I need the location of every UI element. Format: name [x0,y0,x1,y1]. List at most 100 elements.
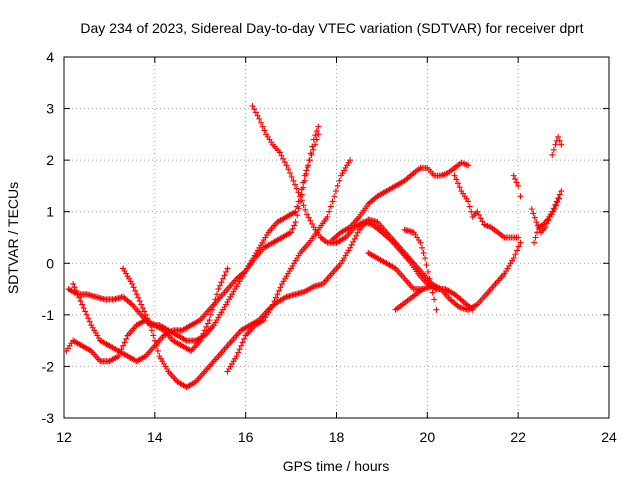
data-point [256,115,263,122]
data-point [530,210,537,217]
data-point [129,280,136,287]
data-point [336,177,343,184]
data-point [151,337,158,344]
data-point [300,202,307,209]
data-point [420,249,427,256]
chart-title: Day 234 of 2023, Sidereal Day-to-day VTE… [80,20,583,36]
data-point [554,199,561,206]
data-point [542,224,549,231]
data-point [203,323,210,330]
data-point [295,205,302,212]
data-point [133,291,140,298]
data-point [218,279,225,286]
data-point [303,211,310,218]
data-point [215,286,222,293]
series-track-15 [549,133,565,158]
data-point [556,191,563,198]
data-point [130,284,137,291]
x-tick-label: 14 [147,429,163,445]
data-point [517,193,524,200]
data-point [251,106,258,113]
data-point [313,127,320,134]
data-point [120,342,127,349]
data-point [545,217,552,224]
data-point [428,282,435,289]
data-point [121,339,128,346]
data-point [451,172,458,179]
data-point [468,208,475,215]
data-point [286,170,293,177]
data-point [139,304,146,311]
data-point [294,212,301,219]
data-point [307,217,314,224]
data-point [297,193,304,200]
data-point [136,298,143,305]
plot-frame [63,56,610,419]
data-point [475,211,482,218]
data-point [213,291,220,298]
series-track-6 [249,102,476,313]
data-point [288,229,295,236]
data-point [465,198,472,205]
data-point [312,132,319,139]
y-tick-label: 4 [46,49,54,65]
data-point [241,335,248,342]
data-point [310,136,317,143]
data-point [274,291,281,298]
data-point [252,109,259,116]
x-tick-label: 20 [420,429,436,445]
data-point [309,220,316,227]
data-point [290,177,297,184]
data-point [454,180,461,187]
data-point [219,275,226,282]
data-point [224,265,231,272]
data-point [315,131,322,138]
data-point [292,219,299,226]
data-point [437,286,444,293]
data-point [239,339,246,346]
data-point [142,311,149,318]
x-tick-label: 12 [56,429,72,445]
data-point [216,282,223,289]
data-point [132,287,139,294]
data-point [515,182,522,189]
series-track-5 [224,157,354,375]
data-point [77,298,84,305]
data-point [148,327,155,334]
data-point [417,239,424,246]
data-point [153,342,160,349]
series-track-10 [392,286,426,313]
y-tick-label: 0 [46,255,54,271]
data-point [74,291,81,298]
data-point [254,112,261,119]
series-track-11 [401,226,440,313]
data-point [551,206,558,213]
data-point [543,220,550,227]
data-point [419,244,426,251]
data-point [276,149,283,156]
series-track-8 [451,172,522,241]
data-point [300,184,307,191]
data-point [517,239,524,246]
data-point [73,287,80,294]
data-point [419,286,426,293]
data-point [422,255,429,262]
data-point [79,301,86,308]
data-point [351,235,358,242]
data-point [515,234,522,241]
x-tick-label: 24 [601,429,617,445]
data-point [456,184,463,191]
data-point [275,287,282,294]
data-point [135,294,142,301]
data-point [278,152,285,159]
data-point [71,284,78,291]
data-point [347,244,354,251]
series-track-14 [528,195,563,236]
data-point [423,262,430,269]
data-point [304,164,311,171]
series-track-7 [328,159,472,244]
data-point [86,318,93,325]
data-point [556,137,563,144]
data-point [207,311,214,318]
